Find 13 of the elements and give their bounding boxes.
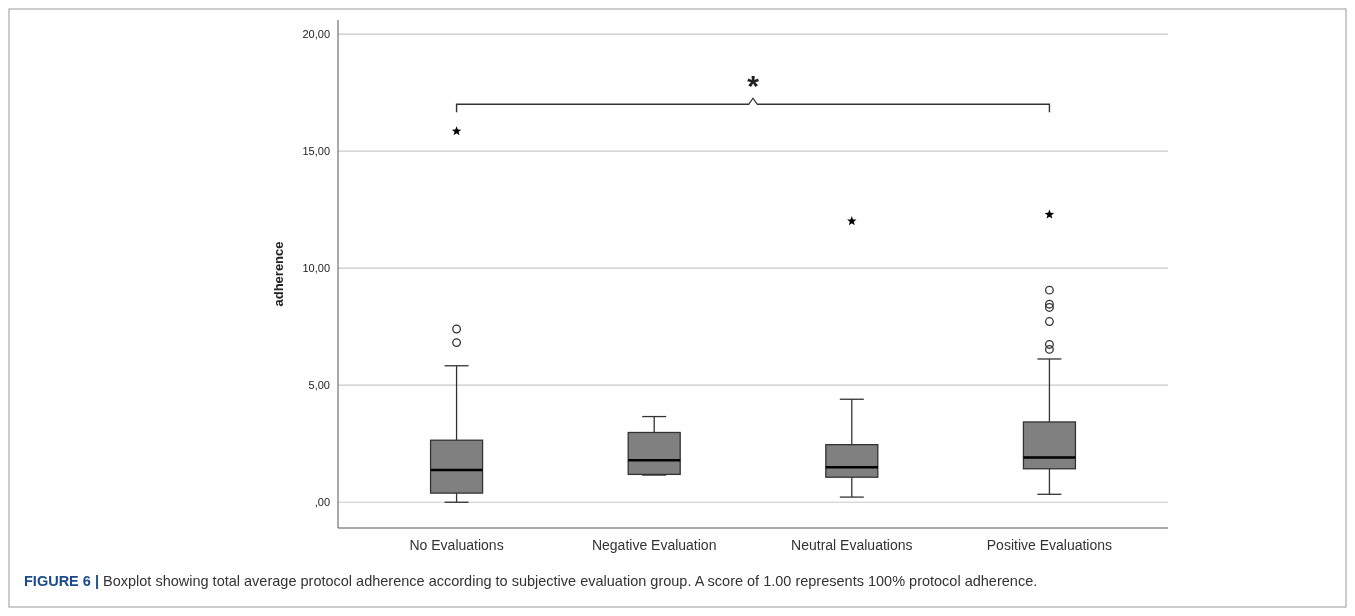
text: Boxplot showing total average protocol adherence according to subjective evaluation group. A score of 1.00 represents 100% protocol adherence.	[98, 573, 1038, 589]
x-tick-label: Neutral Evaluations	[791, 537, 913, 553]
y-tick-label: 5,00	[308, 379, 330, 392]
x-tick-label: No Evaluations	[409, 537, 504, 553]
y-tick-label: 15,00	[302, 144, 330, 157]
caption: FIGURE 6 |	[24, 573, 99, 589]
y-tick-label: ,00	[314, 496, 330, 509]
y-tick-label: 20,00	[302, 27, 330, 40]
annotation: *	[747, 69, 760, 103]
y-axis-title: adherence	[271, 241, 286, 307]
x-tick-label: Positive Evaluations	[986, 537, 1113, 553]
x-tick-label: Negative Evaluation	[591, 537, 717, 553]
y-tick-label: 10,00	[302, 262, 330, 274]
